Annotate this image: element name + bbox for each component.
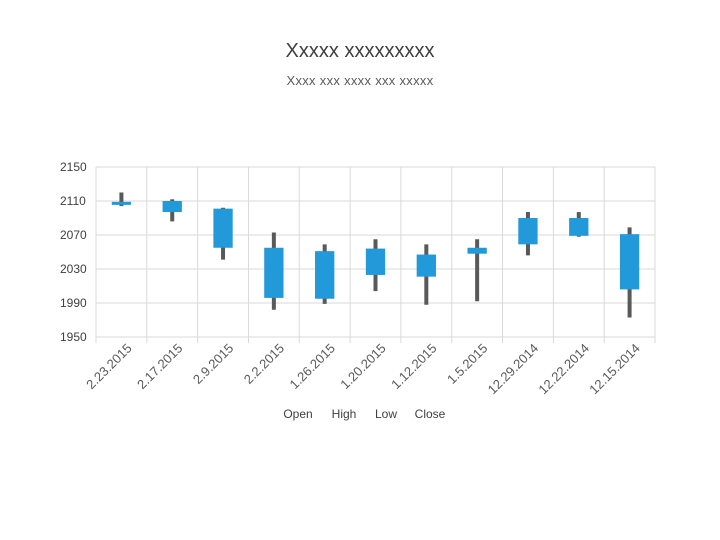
x-tick-label: 2.2.2015	[241, 341, 287, 387]
chart-subtitle: Xxxx xxx xxxx xxx xxxxx	[286, 73, 434, 88]
legend-entry: Close	[415, 407, 446, 421]
candle-body	[162, 201, 182, 213]
candle-body	[111, 201, 132, 205]
candle-body	[365, 248, 386, 275]
x-tick-label: 2.9.2015	[190, 341, 236, 387]
y-tick-label: 2150	[60, 160, 87, 174]
candle-body	[213, 208, 233, 248]
candle-body	[315, 251, 335, 299]
chart-title: Xxxxx xxxxxxxxx	[285, 40, 435, 62]
candle-body	[416, 254, 436, 277]
y-tick-label: 1950	[60, 330, 87, 344]
legend-entry: Low	[375, 407, 397, 421]
y-tick-label: 2030	[60, 262, 87, 276]
x-tick-label: 1.5.2015	[444, 341, 490, 387]
y-tick-label: 1990	[60, 296, 87, 310]
candle-body	[518, 218, 538, 245]
x-tick-label: 1.26.2015	[286, 341, 338, 393]
candle-body	[619, 234, 640, 290]
x-tick-label: 1.12.2015	[388, 341, 440, 393]
x-tick-label: 12.15.2014	[586, 341, 643, 398]
x-tick-label: 1.20.2015	[337, 341, 389, 393]
candle-body	[569, 218, 589, 236]
candle-body	[467, 247, 487, 254]
candle-body	[264, 247, 284, 298]
legend-entry: High	[332, 407, 357, 421]
x-tick-label: 2.23.2015	[83, 341, 135, 393]
y-tick-label: 2070	[60, 228, 87, 242]
legend-entry: Open	[283, 407, 312, 421]
x-tick-label: 2.17.2015	[134, 341, 186, 393]
x-tick-label: 12.29.2014	[485, 341, 542, 398]
x-tick-label: 12.22.2014	[535, 341, 592, 398]
y-tick-label: 2110	[60, 194, 86, 208]
